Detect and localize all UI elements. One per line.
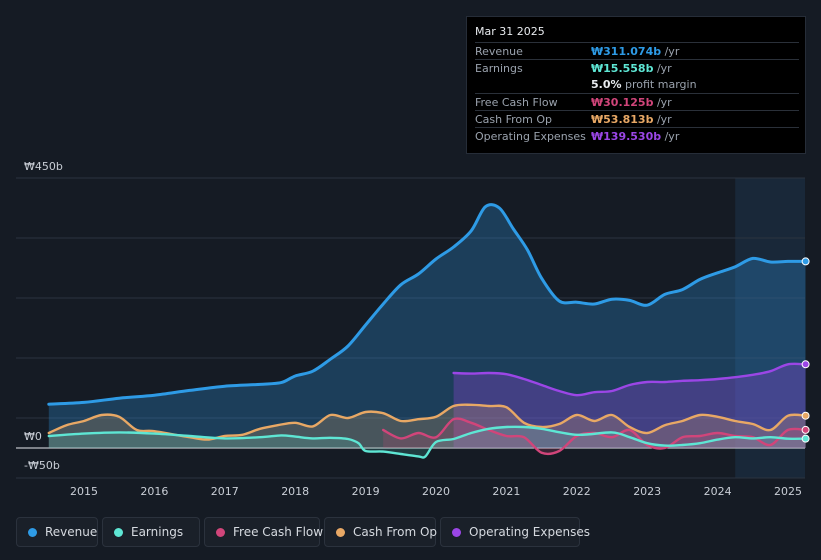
y-tick-bottom: -₩50b xyxy=(24,459,60,472)
legend-label: Operating Expenses xyxy=(469,525,590,539)
tooltip-row-cfo: Cash From Op ₩53.813b /yr xyxy=(475,110,799,128)
x-tick-label: 2023 xyxy=(633,485,661,498)
x-axis-ticks: 2015 2016 2017 2018 2019 2020 2021 2022 2023 2024… xyxy=(70,485,802,498)
legend-dot-icon xyxy=(336,528,345,537)
x-tick-label: 2024 xyxy=(704,485,732,498)
series-lines xyxy=(47,203,808,459)
tooltip-row-opex: Operating Expenses ₩139.530b /yr xyxy=(475,127,799,145)
x-tick-label: 2019 xyxy=(352,485,380,498)
gridlines xyxy=(16,177,805,479)
fcf-area xyxy=(383,418,806,454)
tooltip-label: Free Cash Flow xyxy=(475,96,558,109)
legend-item-free-cash-flow[interactable]: Free Cash Flow xyxy=(204,517,324,547)
earnings-end-dot xyxy=(801,434,810,443)
fcf-end-dot xyxy=(801,425,810,434)
opex-end-dot xyxy=(801,360,810,369)
x-tick-label: 2025 xyxy=(774,485,802,498)
tooltip-label: Revenue xyxy=(475,45,523,58)
tooltip-date: Mar 31 2025 xyxy=(475,25,545,38)
series-end-dots xyxy=(801,257,810,443)
legend-label: Free Cash Flow xyxy=(233,525,324,539)
tooltip-label: Earnings xyxy=(475,62,523,75)
tooltip-label: Operating Expenses xyxy=(475,130,586,143)
tooltip-value: ₩311.074b /yr xyxy=(591,45,680,58)
legend-dot-icon xyxy=(28,528,37,537)
revenue-area xyxy=(48,204,806,448)
tooltip-row-margin: 5.0% profit margin xyxy=(475,76,799,93)
tooltip-value: ₩53.813b /yr xyxy=(591,113,672,126)
legend-label: Revenue xyxy=(45,525,98,539)
revenue-end-dot xyxy=(801,257,810,266)
legend-item-operating-expenses[interactable]: Operating Expenses xyxy=(440,517,590,547)
tooltip-row-earnings: Earnings ₩15.558b /yr xyxy=(475,59,799,77)
tooltip-value: ₩30.125b /yr xyxy=(591,96,672,109)
x-tick-label: 2015 xyxy=(70,485,98,498)
legend-item-cash-from-op[interactable]: Cash From Op xyxy=(324,517,438,547)
x-tick-label: 2017 xyxy=(211,485,239,498)
y-tick-zero: ₩0 xyxy=(24,430,42,443)
x-tick-label: 2022 xyxy=(563,485,591,498)
legend-dot-icon xyxy=(452,528,461,537)
legend-item-earnings[interactable]: Earnings xyxy=(102,517,200,547)
y-tick-top: ₩450b xyxy=(24,160,63,173)
x-tick-label: 2020 xyxy=(422,485,450,498)
legend-item-revenue[interactable]: Revenue xyxy=(16,517,98,547)
tooltip-value: ₩15.558b /yr xyxy=(591,62,672,75)
legend-label: Cash From Op xyxy=(353,525,438,539)
legend-dot-icon xyxy=(114,528,123,537)
tooltip-row-fcf: Free Cash Flow ₩30.125b /yr xyxy=(475,93,799,111)
revenue-line xyxy=(47,203,808,406)
earnings-line xyxy=(47,425,807,459)
cfo-end-dot xyxy=(801,411,810,420)
legend-label: Earnings xyxy=(131,525,184,539)
legend-dot-icon xyxy=(216,528,225,537)
tooltip: Mar 31 2025 Revenue ₩311.074b /yr Earnin… xyxy=(466,16,806,154)
x-tick-label: 2021 xyxy=(492,485,520,498)
tooltip-label: Cash From Op xyxy=(475,113,553,126)
opex-line xyxy=(452,362,807,397)
tooltip-value: ₩139.530b /yr xyxy=(591,130,680,143)
x-tick-label: 2018 xyxy=(281,485,309,498)
x-tick-label: 2016 xyxy=(140,485,168,498)
tooltip-row-revenue: Revenue ₩311.074b /yr xyxy=(475,42,799,60)
tooltip-value: 5.0% profit margin xyxy=(591,78,697,91)
